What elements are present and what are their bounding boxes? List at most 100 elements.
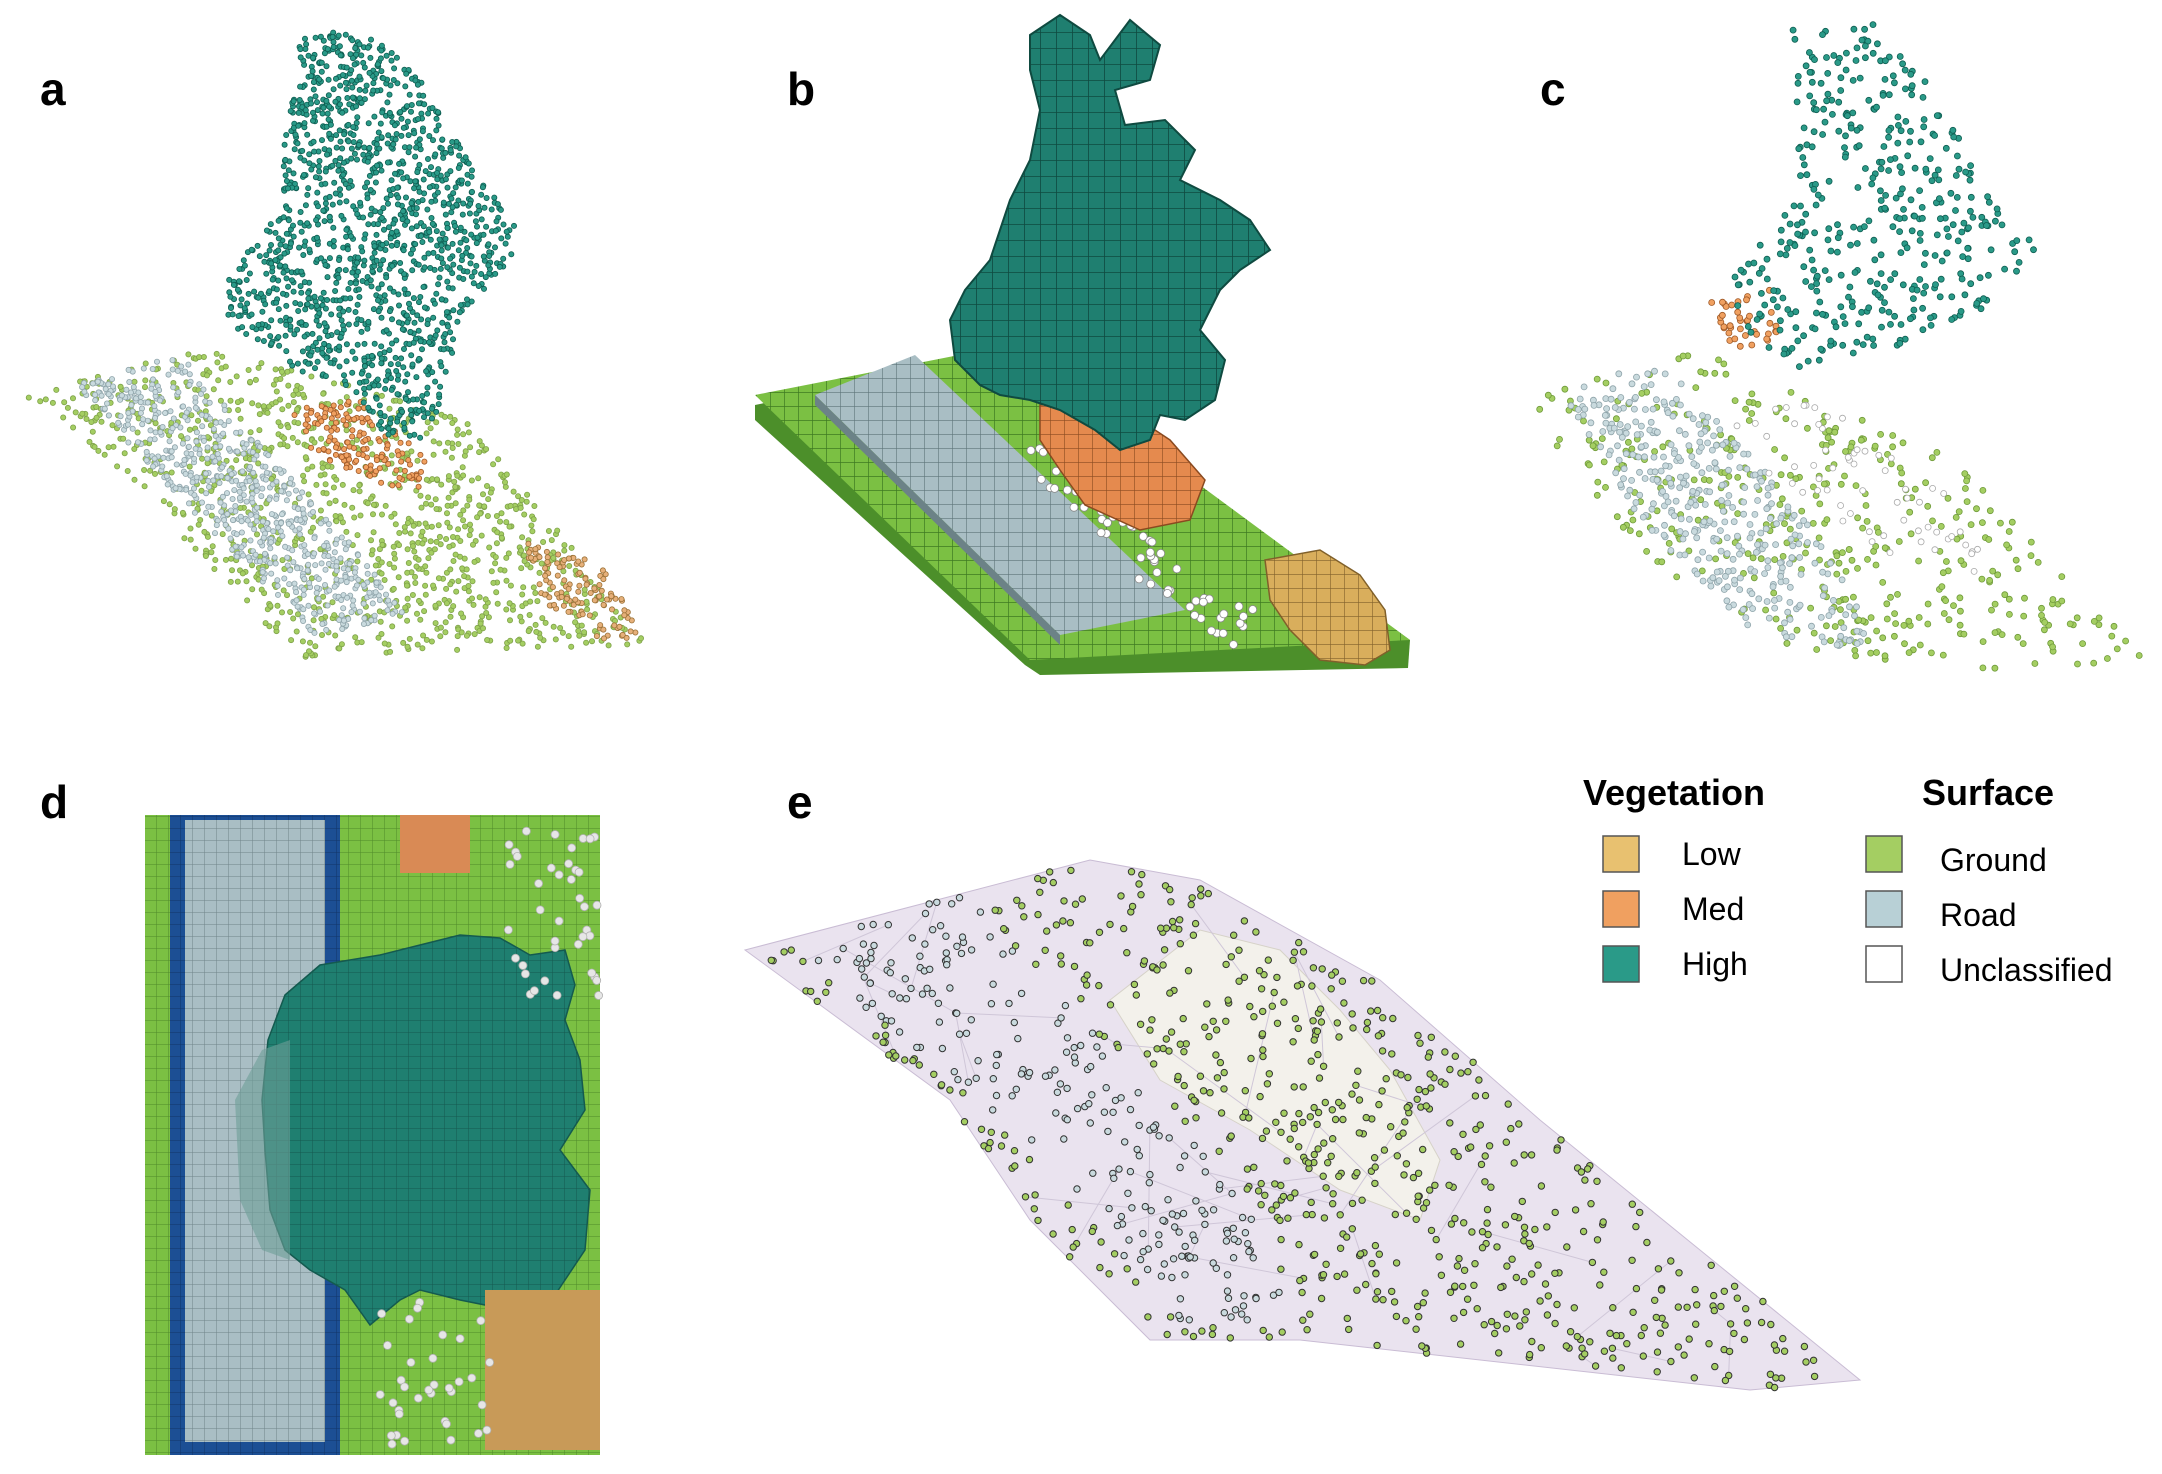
ground-point — [1715, 356, 1722, 364]
ground-point — [1907, 530, 1915, 538]
high-vegetation-point — [230, 281, 237, 288]
road-point — [1740, 498, 1747, 506]
ground-point — [375, 556, 382, 563]
road-point — [243, 498, 250, 505]
high-vegetation-point — [2013, 237, 2021, 245]
ground-point — [443, 510, 450, 517]
high-vegetation-point — [395, 319, 402, 326]
unclassified-point — [1772, 405, 1779, 413]
road-point — [200, 437, 207, 444]
road-point — [1706, 517, 1714, 525]
high-vegetation-point — [1976, 274, 1984, 282]
road-point — [336, 617, 343, 624]
road-point — [256, 558, 263, 565]
high-vegetation-point — [1911, 164, 1919, 172]
ground-point — [532, 621, 539, 628]
unclassified-voxel — [1069, 502, 1079, 512]
road-point — [345, 539, 352, 546]
high-vegetation-point — [428, 198, 435, 205]
med-vegetation-point — [343, 421, 350, 428]
high-vegetation-point — [459, 211, 466, 218]
ground-point — [114, 463, 121, 470]
high-vegetation-point — [1747, 328, 1755, 336]
ground-point — [447, 613, 454, 620]
ground-point — [1787, 388, 1795, 396]
high-vegetation-point — [354, 254, 361, 261]
high-vegetation-point — [408, 412, 415, 419]
road-point — [193, 429, 200, 436]
ground-point — [1619, 523, 1627, 531]
ground-point — [1901, 640, 1908, 648]
road-point — [1717, 527, 1724, 534]
high-vegetation-point — [1784, 306, 1792, 313]
road-point — [153, 358, 160, 365]
high-vegetation-point — [1880, 143, 1888, 150]
road-point — [300, 618, 307, 625]
road-point — [1622, 450, 1630, 458]
high-vegetation-point — [310, 138, 317, 145]
ground-point — [1842, 595, 1849, 603]
ground-point — [2014, 565, 2022, 573]
high-vegetation-point — [1896, 163, 1904, 171]
ground-point — [461, 573, 468, 580]
low-vegetation-point — [565, 555, 572, 562]
high-vegetation-point — [363, 82, 370, 89]
high-vegetation-point — [504, 233, 511, 240]
unclassified-point — [1859, 487, 1867, 495]
high-vegetation-point — [1800, 161, 1808, 169]
high-vegetation-point — [359, 277, 366, 284]
ground-point — [378, 570, 385, 577]
road-point — [1662, 462, 1669, 470]
road-point — [1615, 370, 1623, 378]
ground-point — [548, 537, 555, 544]
high-vegetation-point — [384, 200, 391, 207]
ground-point — [438, 481, 445, 488]
road-point — [1614, 442, 1621, 450]
ground-point — [1945, 616, 1953, 624]
high-vegetation-point — [1750, 259, 1758, 267]
high-vegetation-point — [464, 180, 471, 187]
road-point — [1853, 640, 1861, 647]
high-vegetation-point — [1780, 350, 1788, 358]
unclassified-voxel — [1156, 549, 1166, 558]
low-vegetation-point — [616, 623, 623, 630]
ground-point — [485, 614, 492, 621]
ground-point — [1952, 514, 1960, 521]
high-vegetation-point — [1897, 249, 1905, 257]
high-vegetation-point — [287, 108, 294, 115]
high-vegetation-point — [420, 223, 427, 230]
unclassified-voxel — [1145, 547, 1155, 557]
ground-point — [1839, 549, 1846, 556]
ground-point — [1810, 629, 1818, 637]
ground-point — [1985, 536, 1993, 543]
road-point — [139, 416, 146, 423]
high-vegetation-point — [369, 362, 376, 369]
road-point — [1743, 465, 1751, 473]
ground-point — [424, 419, 431, 426]
ground-point — [243, 578, 250, 585]
high-vegetation-point — [373, 395, 380, 402]
ground-point — [131, 378, 138, 385]
high-vegetation-point — [425, 110, 432, 117]
low-vegetation-point — [536, 554, 543, 561]
ground-point — [494, 600, 501, 607]
road-point — [244, 517, 251, 524]
road-point — [326, 587, 333, 594]
high-vegetation-point — [419, 197, 426, 204]
high-vegetation-point — [1885, 127, 1893, 134]
road-point — [1689, 415, 1697, 423]
high-vegetation-point — [1920, 123, 1928, 131]
road-point — [246, 463, 253, 470]
high-vegetation-point — [256, 253, 263, 260]
unclassified-point — [1839, 414, 1846, 422]
high-vegetation-point — [1907, 315, 1914, 323]
ground-point — [495, 456, 502, 463]
road-point — [337, 555, 344, 562]
low-vegetation-point — [591, 597, 598, 604]
ground-point — [249, 400, 256, 407]
high-vegetation-point — [421, 304, 428, 311]
high-vegetation-point — [2001, 265, 2008, 273]
road-point — [1725, 603, 1733, 611]
road-point — [1691, 528, 1698, 535]
ground-vertex — [1512, 1273, 1521, 1282]
